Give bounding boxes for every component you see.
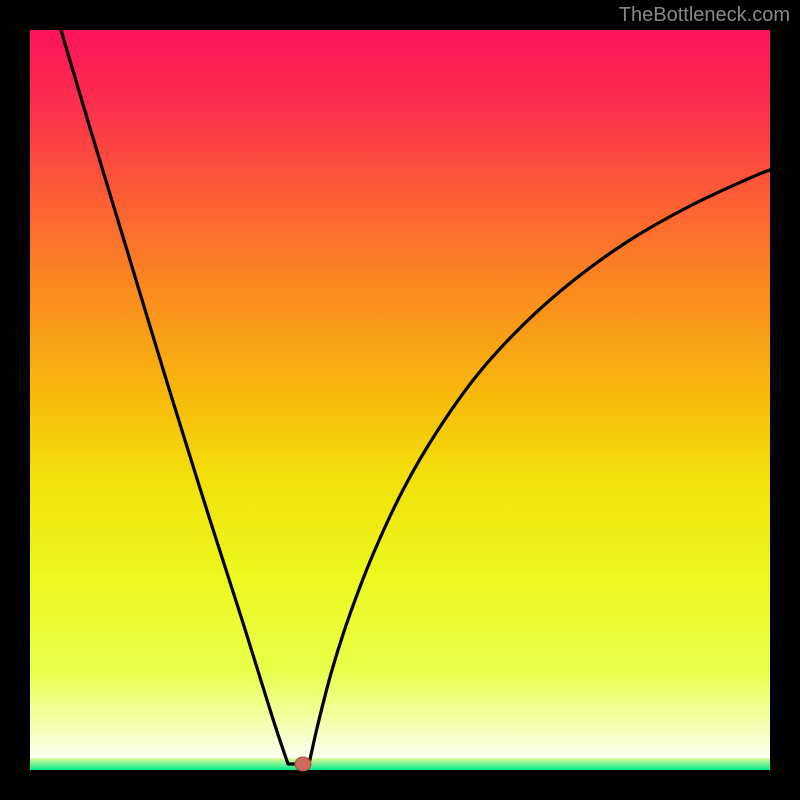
chart-canvas bbox=[0, 0, 800, 800]
watermark-text: TheBottleneck.com bbox=[619, 4, 790, 27]
chart-container: TheBottleneck.com bbox=[0, 0, 800, 800]
optimal-point-marker bbox=[295, 757, 311, 771]
bottleneck-chart-svg bbox=[0, 0, 800, 800]
